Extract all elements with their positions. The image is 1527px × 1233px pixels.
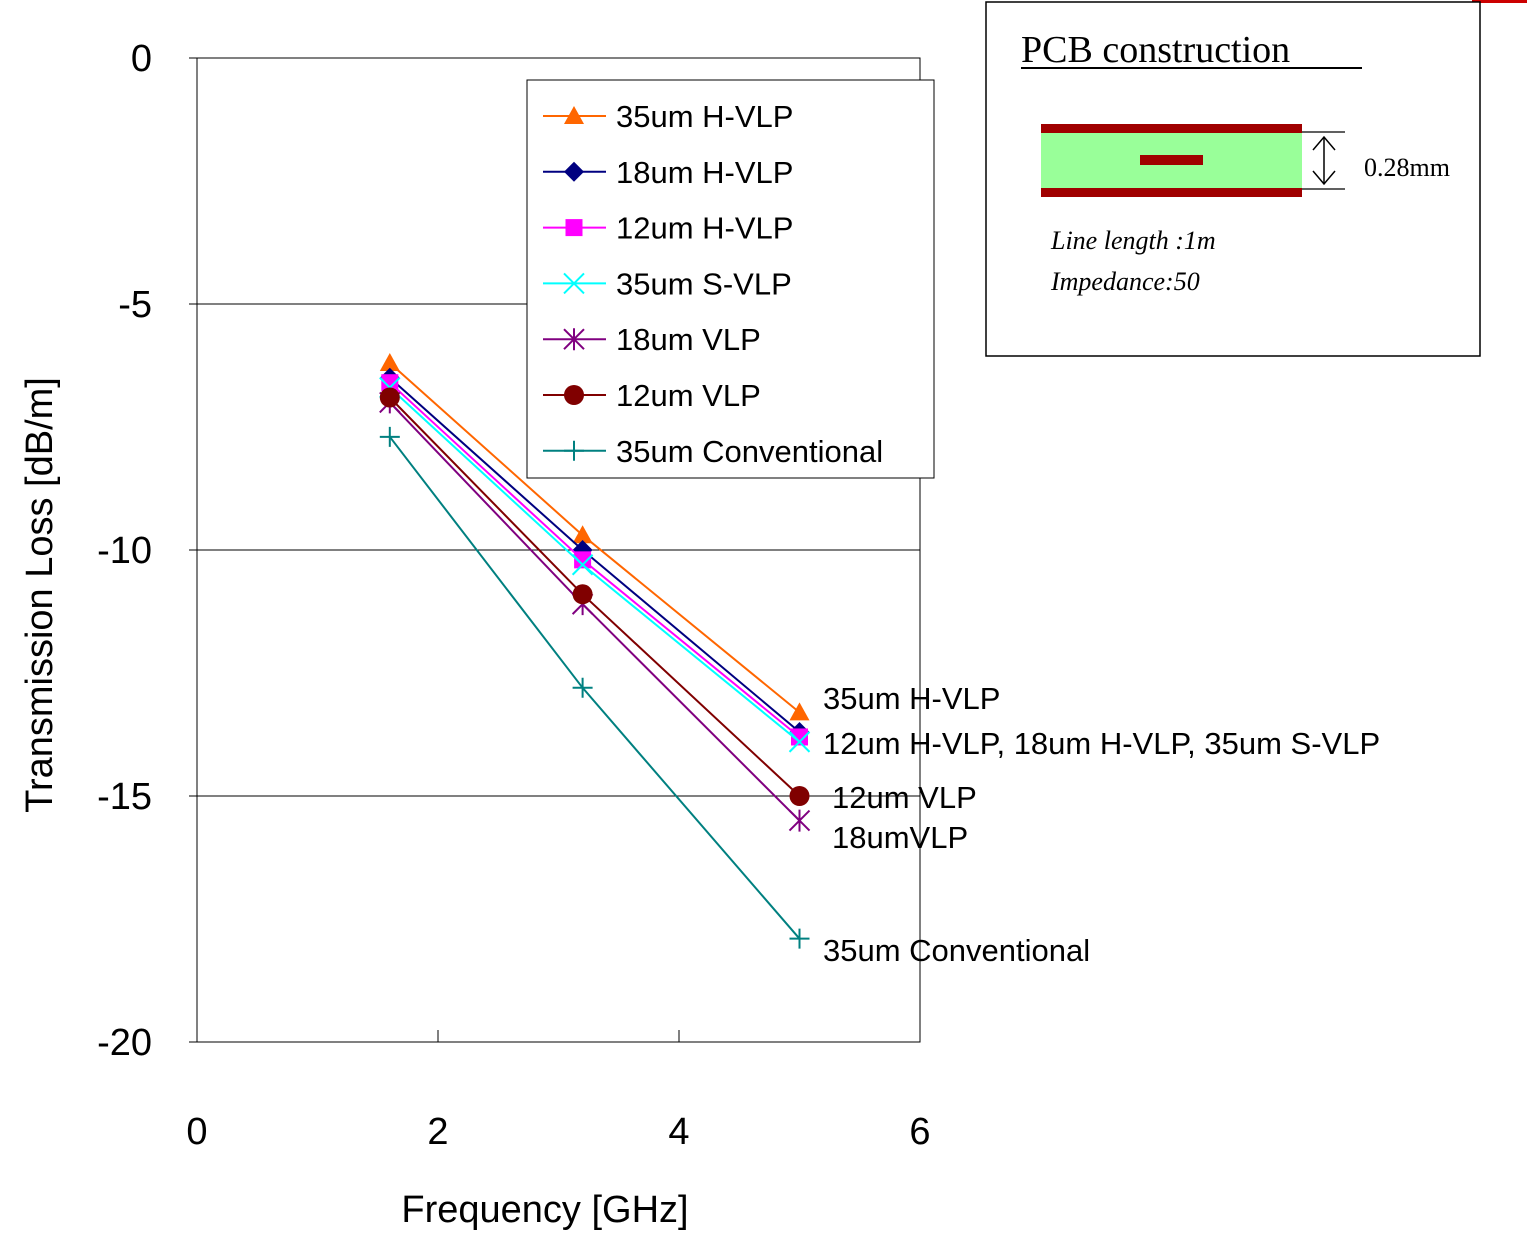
legend-entry-35um-s-vlp: 35um S-VLP (543, 266, 792, 301)
data-point-12um-h-vlp (381, 374, 399, 392)
legend-label: 12um H-VLP (616, 211, 793, 246)
data-point-35um-h-vlp (572, 525, 593, 544)
pcb-inset-title: PCB construction (1021, 29, 1290, 71)
annotation-h-vlp-group: 12um H-VLP, 18um H-VLP, 35um S-VLP (823, 726, 1380, 761)
series-18um-h-vlp (379, 367, 810, 743)
legend-box (526, 79, 935, 479)
legend-marker (563, 272, 585, 295)
x-tick-label: 6 (909, 1111, 930, 1153)
legend-label: 18um H-VLP (616, 155, 793, 190)
data-point-35um-conventional (379, 426, 400, 447)
pcb-thickness-label: 0.28mm (1364, 153, 1450, 182)
annotation-12um-vlp: 12um VLP (832, 780, 977, 815)
data-point-12um-vlp (572, 584, 593, 605)
legend-entry-12um-vlp: 12um VLP (543, 378, 761, 413)
legend-marker (564, 385, 584, 405)
pcb-line-length: Line length :1m (1050, 226, 1216, 255)
pcb-bottom-copper (1041, 188, 1302, 197)
x-axis-label: Frequency [GHz] (401, 1189, 688, 1231)
data-point-12um-vlp (379, 387, 400, 408)
legend-entry-18um-vlp: 18um VLP (543, 322, 761, 357)
legend-label: 35um Conventional (616, 434, 883, 469)
data-point-35um-s-vlp (788, 731, 811, 753)
x-tick-label: 2 (427, 1111, 448, 1153)
annotation-35um-h-vlp: 35um H-VLP (823, 681, 1000, 716)
y-tick-label: -15 (97, 776, 152, 818)
series-12um-h-vlp (381, 374, 808, 746)
pcb-impedance: Impedance:50 (1050, 267, 1200, 296)
series-lines (379, 353, 811, 949)
data-point-35um-conventional (572, 677, 593, 698)
pcb-inset: PCB construction 0.28mm Line length :1m … (985, 1, 1481, 357)
y-tick-label: -20 (97, 1022, 152, 1064)
data-point-18um-vlp (788, 809, 811, 832)
data-point-35um-s-vlp (571, 554, 594, 576)
legend-entry-35um-h-vlp: 35um H-VLP (543, 99, 793, 134)
data-point-35um-conventional (789, 928, 810, 949)
legend-entry-18um-h-vlp: 18um H-VLP (543, 155, 793, 190)
legend-label: 18um VLP (616, 322, 761, 357)
legend-marker (564, 440, 584, 461)
legend: 35um H-VLP 18um H-VLP 12um H-VLP 35um S-VLP… (543, 99, 883, 469)
legend-marker (564, 161, 584, 182)
annotation-35um-conventional: 35um Conventional (823, 933, 1090, 968)
legend-entry-12um-h-vlp: 12um H-VLP (543, 211, 793, 246)
x-tick-label: 0 (186, 1111, 207, 1153)
data-point-35um-h-vlp (789, 702, 810, 721)
y-tick-label: -10 (97, 530, 152, 572)
data-point-12um-h-vlp (791, 728, 808, 746)
x-axis-ticks: 0 2 4 6 (186, 1030, 931, 1153)
legend-marker (565, 219, 583, 237)
series-annotations: 35um H-VLP 12um H-VLP, 18um H-VLP, 35um … (823, 681, 1380, 968)
y-tick-label: 0 (131, 38, 152, 80)
pcb-top-copper (1041, 124, 1302, 133)
double-arrow-icon (1312, 135, 1336, 186)
series-12um-vlp (379, 387, 810, 806)
legend-label: 12um VLP (616, 378, 761, 413)
series-35um-conventional (379, 426, 810, 949)
pcb-signal-line (1140, 155, 1203, 165)
y-axis-ticks: 0 -5 -10 -15 -20 (97, 38, 197, 1064)
y-axis-label: Transmission Loss [dB/m] (19, 377, 61, 813)
y-tick-label: -5 (118, 284, 152, 326)
legend-marker (564, 106, 584, 124)
legend-label: 35um S-VLP (616, 266, 792, 301)
annotation-18um-vlp: 18umVLP (832, 820, 968, 855)
x-tick-label: 4 (668, 1111, 689, 1153)
legend-entry-35um-conventional: 35um Conventional (543, 434, 883, 469)
legend-label: 35um H-VLP (616, 99, 793, 134)
series-35um-h-vlp (379, 353, 810, 721)
data-point-12um-vlp (789, 786, 810, 806)
data-point-12um-h-vlp (574, 551, 592, 569)
data-point-35um-h-vlp (379, 353, 400, 372)
legend-marker (563, 328, 585, 351)
